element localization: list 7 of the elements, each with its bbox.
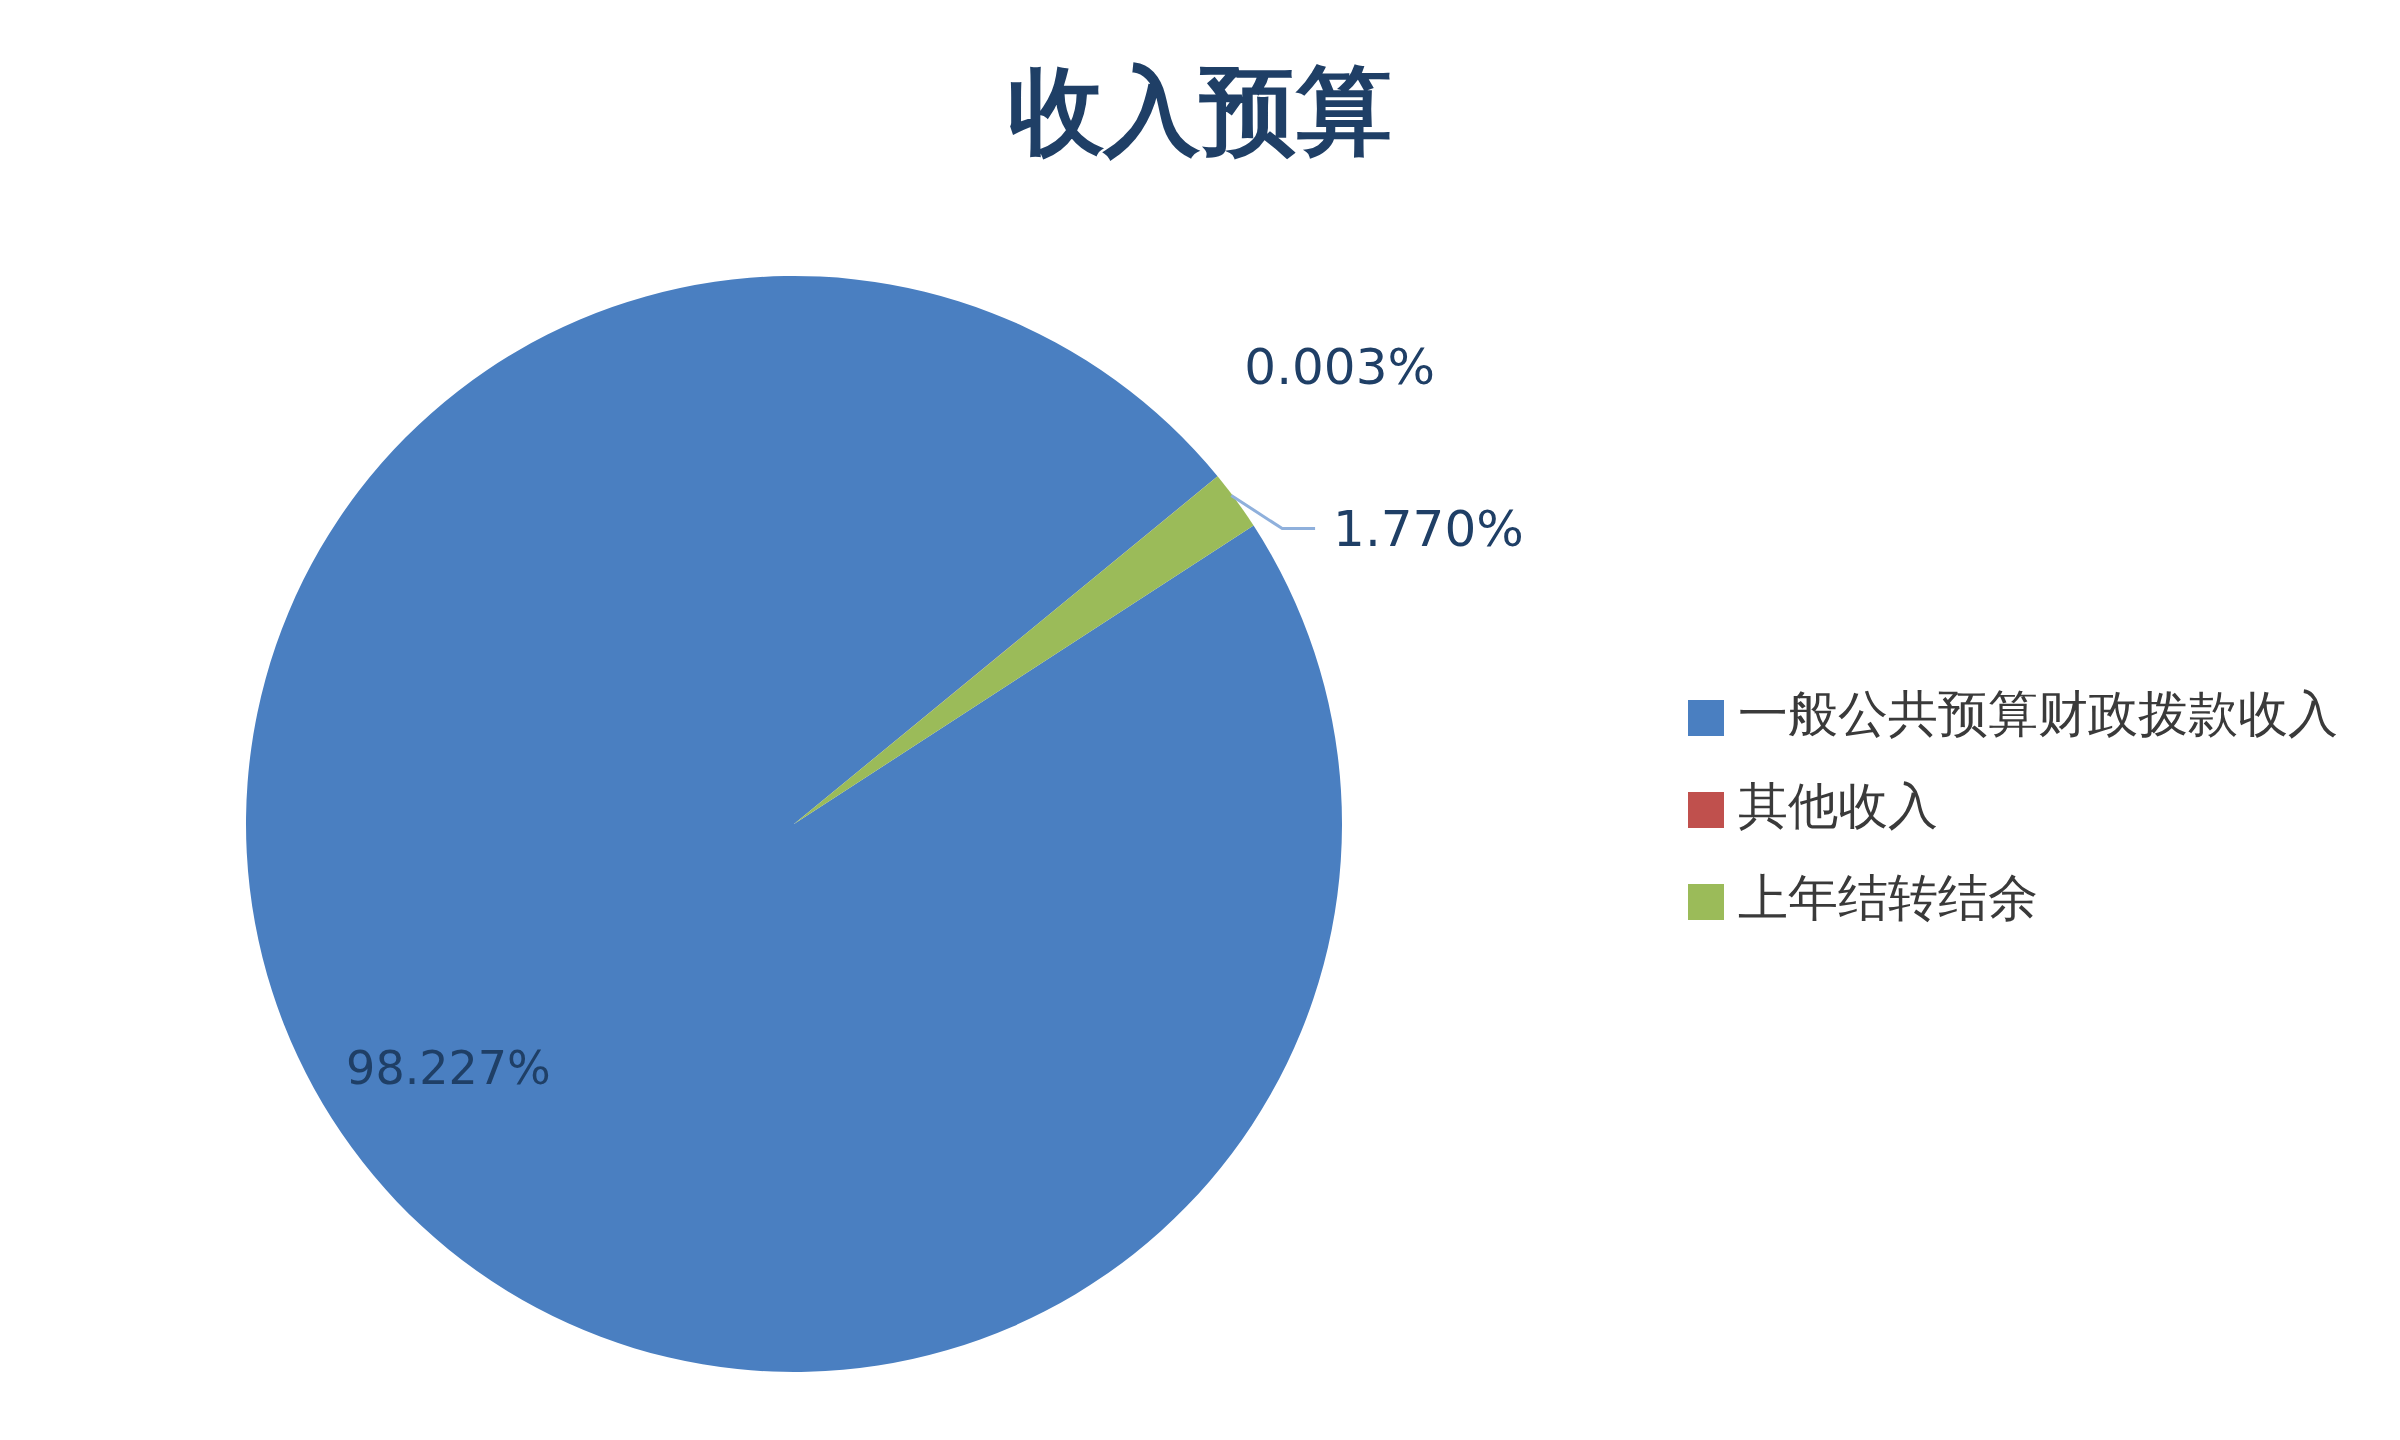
- legend-label: 一般公共预算财政拨款收入: [1738, 685, 2338, 743]
- data-label: 98.227%: [346, 1041, 551, 1096]
- data-label: 1.770%: [1333, 499, 1524, 558]
- legend-label: 上年结转结余: [1738, 869, 2038, 927]
- legend-label: 其他收入: [1738, 777, 1938, 835]
- chart-title: 收入预算: [1007, 54, 1393, 169]
- data-label: 0.003%: [1244, 338, 1435, 397]
